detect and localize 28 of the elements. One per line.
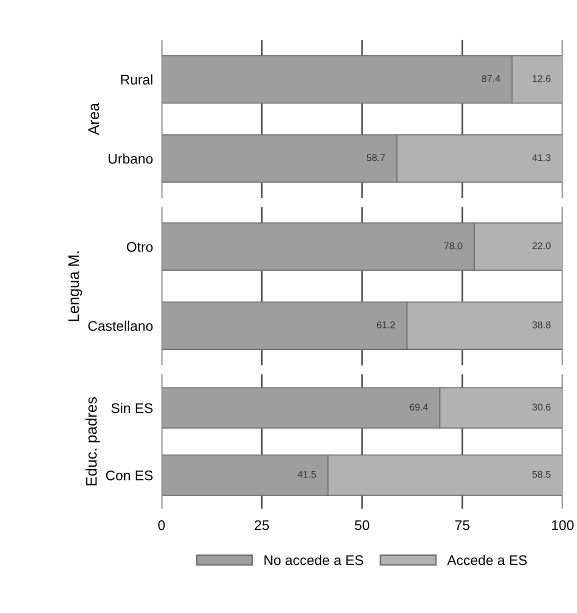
data-label: 41.3 <box>532 154 551 162</box>
data-label: 38.8 <box>532 321 551 328</box>
data-label: 58.5 <box>532 470 551 478</box>
x-tick-label: 0 <box>158 520 165 530</box>
y-tick-label: Castellano <box>88 320 153 331</box>
data-label: 58.7 <box>366 154 385 162</box>
data-label: 69.4 <box>410 404 428 411</box>
y-tick-label: Con ES <box>106 470 153 480</box>
y-tick-label: Sin ES <box>111 402 153 414</box>
data-label: 12.6 <box>532 75 551 82</box>
data-label: 87.4 <box>482 75 500 82</box>
data-label: 61.2 <box>376 321 395 328</box>
y-axis-title: Lengua M. <box>68 251 82 322</box>
y-tick-label: Urbano <box>108 153 153 164</box>
legend-label: No accede a ES <box>264 554 364 566</box>
x-tick-label: 25 <box>254 520 269 530</box>
x-tick-label: 75 <box>455 520 470 530</box>
y-axis-title: Educ. padres <box>86 397 100 486</box>
data-label: 78.0 <box>444 242 462 250</box>
data-label: 41.5 <box>298 470 316 478</box>
data-label: 30.6 <box>532 404 551 411</box>
x-tick-label: 100 <box>552 520 574 530</box>
y-axis-title: Area <box>88 102 100 136</box>
y-tick-label: Rural <box>121 74 152 85</box>
data-label: 22.0 <box>532 242 551 250</box>
x-tick-label: 50 <box>354 520 370 530</box>
y-tick-label: Otro <box>126 242 153 252</box>
legend-label: Accede a ES <box>447 554 527 566</box>
